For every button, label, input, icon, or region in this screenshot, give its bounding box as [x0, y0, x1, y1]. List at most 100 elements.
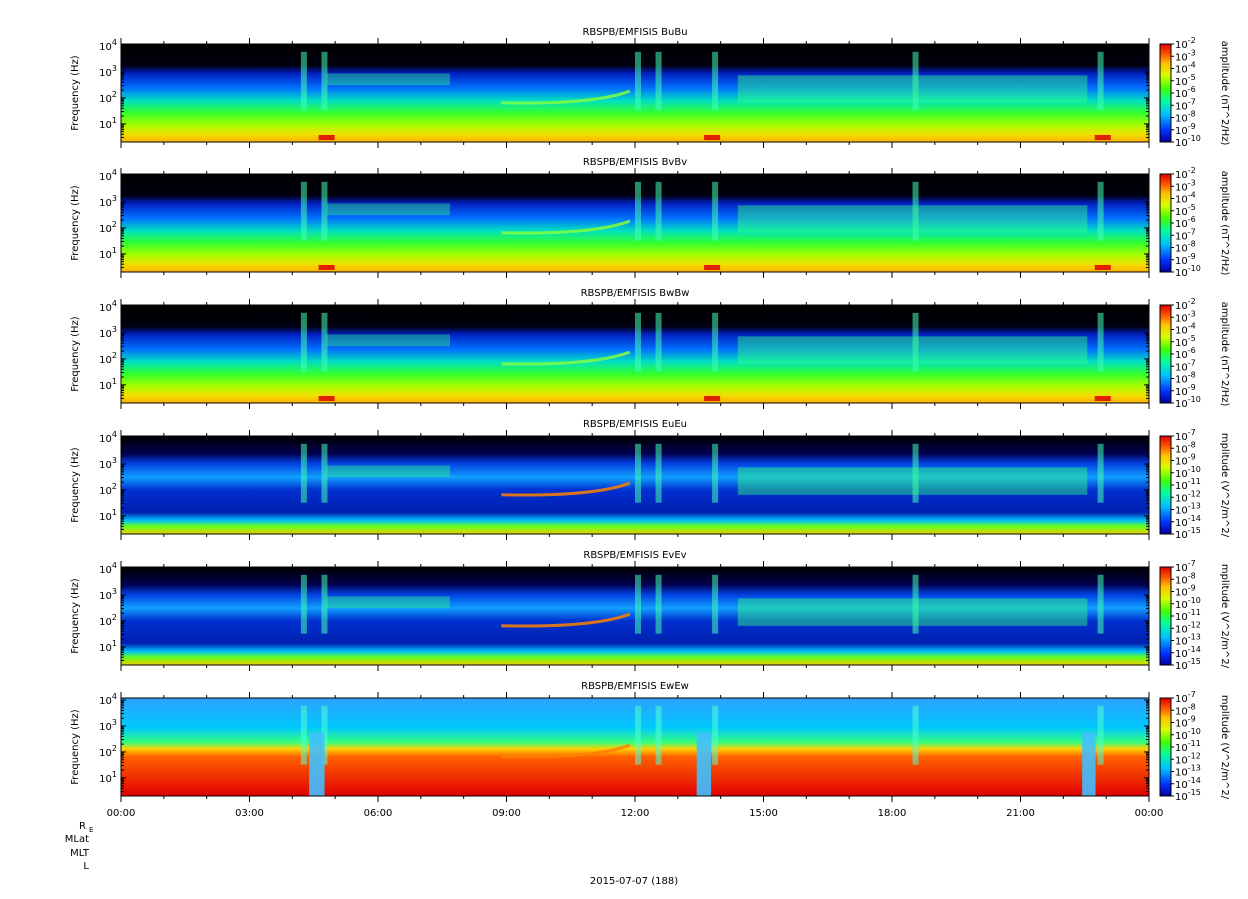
- spectrogram-panel-2: RBSPB/EMFISIS BvBv 101 102 103 104 Frequency …: [70, 157, 1230, 279]
- spectrogram-band: [737, 75, 1088, 103]
- colorbar-tick-label: 10-13: [1175, 633, 1201, 648]
- ephemeris-label-l: L: [83, 861, 89, 872]
- spectrogram-hotspot: [704, 265, 721, 270]
- colorbar-tick-label: 10-9: [1175, 122, 1196, 137]
- spectrogram-band: [737, 598, 1088, 626]
- spectrogram-burst: [1097, 705, 1104, 765]
- colorbar-tick-label: 10-11: [1175, 608, 1201, 623]
- colorbar-gradient: [1159, 697, 1172, 797]
- spectrogram-panel-1: RBSPB/EMFISIS BuBu 101 102 103 104 Frequency …: [70, 27, 1230, 149]
- colorbar-tick-label: 10-4: [1175, 61, 1196, 76]
- spectrogram-burst: [912, 443, 919, 503]
- spectrogram-hotspot: [318, 135, 335, 140]
- colorbar-tick-label: 10-9: [1175, 453, 1196, 468]
- colorbar-label: mplitude (V^2/m^2/: [1219, 433, 1230, 538]
- spectrogram-band: [326, 465, 450, 478]
- spectrogram-band: [737, 205, 1088, 233]
- x-tick-label: 09:00: [492, 808, 521, 819]
- y-tick-label: 103: [99, 456, 117, 471]
- colorbar-tick-label: 10-15: [1175, 526, 1201, 541]
- spectrogram-band: [326, 334, 450, 347]
- spectrogram-tone: [501, 89, 631, 105]
- y-tick-label: 102: [99, 744, 117, 759]
- spectrogram-burst: [655, 181, 662, 241]
- y-tick-label: 104: [99, 430, 117, 445]
- colorbar-gradient: [1159, 43, 1172, 143]
- spectrogram-burst: [912, 312, 919, 372]
- spectrogram-burst: [655, 574, 662, 634]
- spectrogram-hotspot: [1094, 396, 1111, 401]
- colorbar-tick-label: 10-8: [1175, 440, 1196, 455]
- y-tick-label: 104: [99, 692, 117, 707]
- colorbar-tick-label: 10-2: [1175, 166, 1196, 181]
- x-tick-label: 12:00: [621, 808, 650, 819]
- panel-title: RBSPB/EMFISIS BvBv: [583, 157, 687, 168]
- colorbar-tick-label: 10-10: [1175, 395, 1201, 410]
- y-axis-label: Frequency (Hz): [70, 185, 81, 261]
- colorbar-tick-label: 10-10: [1175, 264, 1201, 279]
- colorbar-tick-label: 10-5: [1175, 73, 1196, 88]
- y-axis-label: Frequency (Hz): [70, 578, 81, 654]
- spectrogram-burst: [300, 181, 307, 241]
- spectrogram-burst: [300, 574, 307, 634]
- spectrogram-burst: [1097, 51, 1104, 111]
- x-tick-label: 06:00: [364, 808, 393, 819]
- colorbar-tick-label: 10-11: [1175, 739, 1201, 754]
- y-tick-label: 101: [99, 639, 117, 654]
- spectrogram-burst: [635, 705, 641, 765]
- colorbar-tick-label: 10-8: [1175, 571, 1196, 586]
- x-tick-label: 15:00: [749, 808, 778, 819]
- colorbar-tick-label: 10-4: [1175, 191, 1196, 206]
- y-tick-label: 104: [99, 299, 117, 314]
- colorbar: 10-210-310-410-510-610-710-810-910-10 amp…: [1159, 297, 1230, 410]
- colorbar: 10-710-810-910-1010-1110-1210-1310-1410-…: [1159, 690, 1230, 803]
- colorbar-tick-label: 10-5: [1175, 203, 1196, 218]
- spectrogram-hotspot: [318, 396, 335, 401]
- y-tick-label: 103: [99, 64, 117, 79]
- panel-title: RBSPB/EMFISIS BuBu: [582, 27, 687, 38]
- spectrogram-panel-6: RBSPB/EMFISIS EwEw 101 102 103 104 Frequency …: [70, 681, 1230, 819]
- y-tick-label: 101: [99, 246, 117, 261]
- colorbar-tick-label: 10-2: [1175, 297, 1196, 312]
- x-tick-label: 00:00: [107, 808, 136, 819]
- spectrogram-tone: [501, 219, 631, 235]
- colorbar-tick-label: 10-3: [1175, 309, 1196, 324]
- spectrogram-burst: [1097, 181, 1104, 241]
- panel-title: RBSPB/EMFISIS EuEu: [583, 419, 687, 430]
- ephemeris-label-re: R: [79, 821, 86, 832]
- spectrogram-band: [737, 467, 1088, 495]
- colorbar-tick-label: 10-4: [1175, 322, 1196, 337]
- colorbar-tick-label: 10-8: [1175, 371, 1196, 386]
- y-tick-label: 103: [99, 325, 117, 340]
- colorbar-tick-label: 10-12: [1175, 489, 1201, 504]
- spectrogram-panel-5: RBSPB/EMFISIS EvEv 101 102 103 104 Frequency …: [70, 550, 1230, 672]
- colorbar-tick-label: 10-14: [1175, 776, 1201, 791]
- colorbar-tick-label: 10-7: [1175, 428, 1196, 443]
- spectrogram-burst: [655, 51, 662, 111]
- colorbar-label: amplitude (nT^2/Hz): [1219, 302, 1230, 407]
- colorbar: 10-710-810-910-1010-1110-1210-1310-1410-…: [1159, 559, 1230, 672]
- colorbar-tick-label: 10-14: [1175, 514, 1201, 529]
- spectrogram-burst: [300, 51, 307, 111]
- colorbar-tick-label: 10-9: [1175, 584, 1196, 599]
- spectrogram-gap: [696, 732, 712, 796]
- spectrogram-burst: [1097, 574, 1104, 634]
- ephemeris-label-re-sub: E: [89, 826, 93, 834]
- colorbar-gradient: [1159, 304, 1172, 404]
- y-tick-label: 101: [99, 508, 117, 523]
- spectrogram-burst: [655, 312, 662, 372]
- spectrogram-burst: [635, 51, 641, 111]
- colorbar-gradient: [1159, 173, 1172, 273]
- y-tick-label: 101: [99, 377, 117, 392]
- y-tick-label: 103: [99, 194, 117, 209]
- ephemeris-label-mlat: MLat: [65, 834, 89, 845]
- colorbar-tick-label: 10-8: [1175, 702, 1196, 717]
- colorbar-gradient: [1159, 435, 1172, 535]
- colorbar-tick-label: 10-7: [1175, 227, 1196, 242]
- spectrogram-burst: [712, 574, 719, 634]
- colorbar-label: amplitude (nT^2/Hz): [1219, 41, 1230, 146]
- spectrogram-burst: [635, 574, 641, 634]
- spectrogram-panel-4: RBSPB/EMFISIS EuEu 101 102 103 104 Frequency …: [70, 419, 1230, 541]
- colorbar-tick-label: 10-12: [1175, 751, 1201, 766]
